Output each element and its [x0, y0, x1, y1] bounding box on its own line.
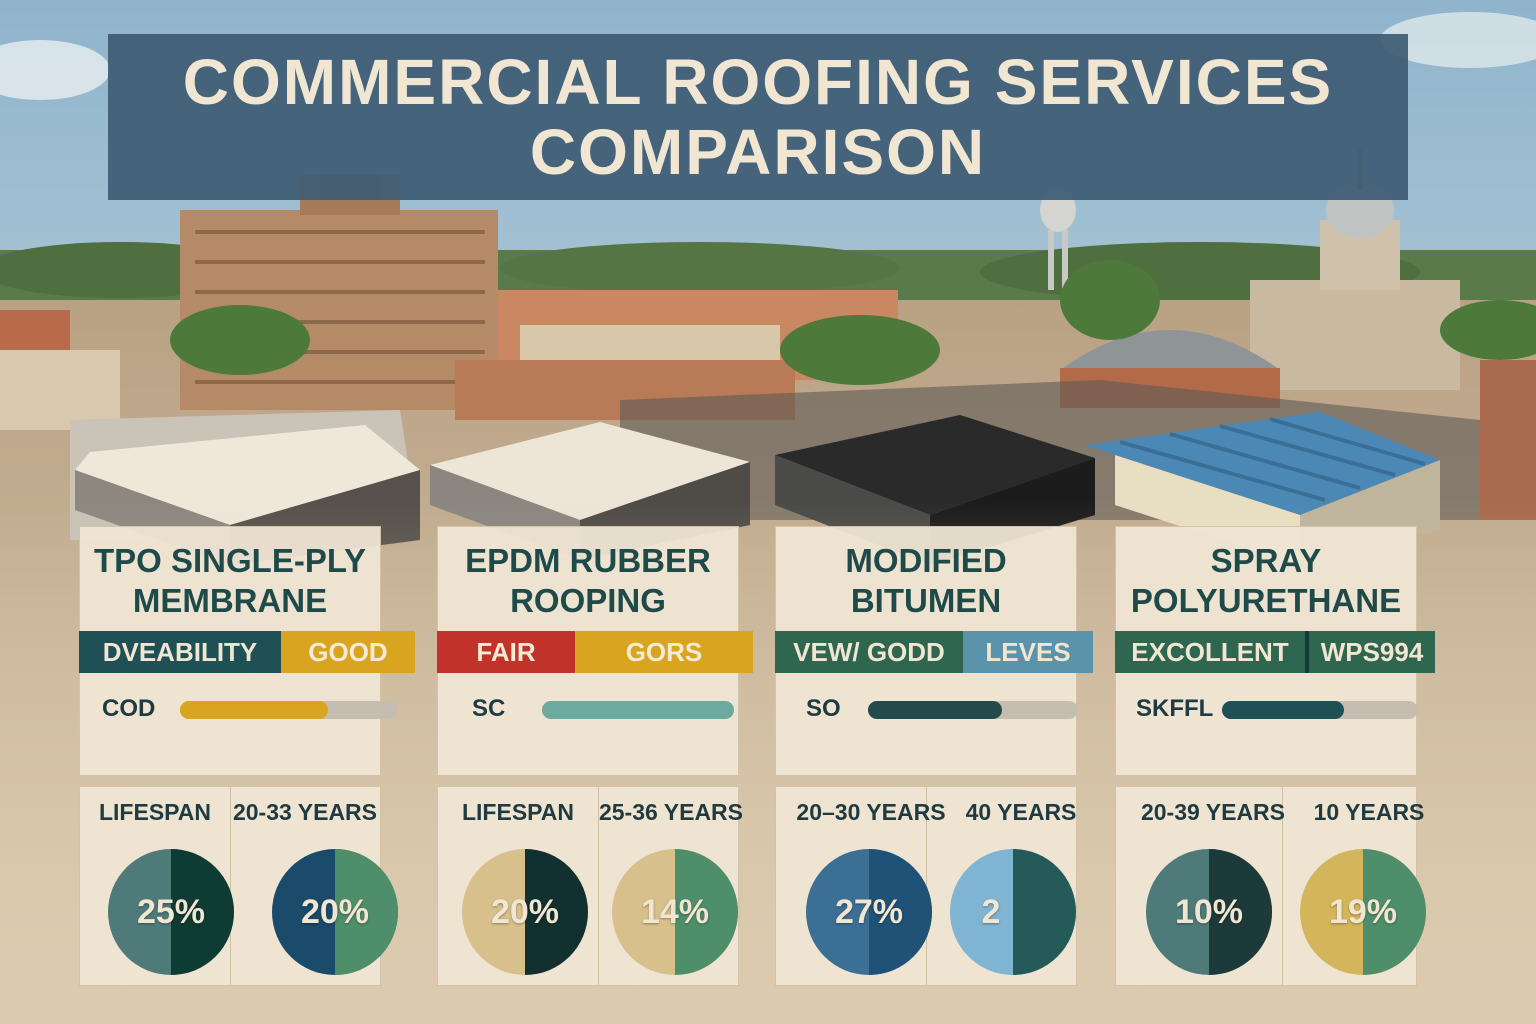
stats-divider	[926, 787, 927, 985]
pie-chart-right	[272, 849, 398, 975]
pie-value-right: 19%	[1328, 892, 1398, 931]
pie-chart-right	[950, 849, 1076, 975]
card-title-line-1: EPDM RUBBER	[465, 542, 711, 579]
pie-slice-b	[1363, 849, 1426, 975]
card-title: MODIFIED BITUMEN	[776, 541, 1076, 621]
pie-slice-b	[869, 849, 932, 975]
stat-label-lifespan: LIFESPAN	[461, 799, 575, 825]
stats-divider	[598, 787, 599, 985]
meter-fill	[542, 701, 734, 719]
pie-value-right: 2	[981, 892, 1001, 931]
card-title: EPDM RUBBER ROOPING	[438, 541, 738, 621]
stat-label-lifespan: LIFESPAN	[98, 799, 212, 825]
stats-tpo: LIFESPAN 20-33 YEARS 25% 20%	[79, 786, 398, 986]
card-title-line-1: MODIFIED	[845, 542, 1007, 579]
stat-label-years-right: 40 YEARS	[965, 799, 1077, 825]
pie-chart-left	[462, 849, 588, 975]
rating-segment-gors: GORS	[575, 631, 753, 673]
pie-chart-left	[108, 849, 234, 975]
pie-value-right: 20%	[300, 892, 370, 931]
card-title-line-2: ROOPING	[510, 582, 666, 619]
rating-segment-code: WPS994	[1309, 631, 1435, 673]
stats-divider	[230, 787, 231, 985]
stats-epdm: LIFESPAN 25-36 YEARS 20% 14%	[437, 786, 743, 986]
card-title: TPO SINGLE-PLY MEMBRANE	[80, 541, 380, 621]
pie-slice-b	[525, 849, 588, 975]
meter-label: SC	[472, 695, 506, 722]
pie-slice-b	[1013, 849, 1076, 975]
card-spray-polyurethane: SPRAY POLYURETHANE EXCOLLENT WPS994 SKFF…	[1115, 526, 1435, 776]
card-title-line-2: POLYURETHANE	[1130, 582, 1402, 619]
stats-spray-polyurethane: 20-39 YEARS 10 YEARS 10% 19%	[1115, 786, 1426, 986]
stat-label-years-right: 10 YEARS	[1313, 799, 1425, 825]
pie-value-right: 14%	[640, 892, 710, 931]
pie-slice-b	[675, 849, 738, 975]
stats-modified-bitumen: 20–30 YEARS 40 YEARS 27% 2	[775, 786, 1077, 986]
card-epdm: EPDM RUBBER ROOPING FAIR GORS SC	[437, 526, 753, 776]
rating-segment-leves: LEVES	[963, 631, 1093, 673]
rating-segment-good: GOOD	[281, 631, 415, 673]
card-tpo: TPO SINGLE-PLY MEMBRANE DVEABILITY GOOD …	[79, 526, 415, 776]
meter-fill	[868, 701, 1003, 719]
card-modified-bitumen: MODIFIED BITUMEN VEW/ GODD LEVES SO	[775, 526, 1093, 776]
rating-bar: VEW/ GODD LEVES	[775, 631, 1093, 673]
stat-label-years-left: 20-39 YEARS	[1140, 799, 1286, 825]
pie-chart-left	[1146, 849, 1272, 975]
rating-segment-very-good: VEW/ GODD	[775, 631, 963, 673]
page-title-line-2: COMPARISON	[529, 116, 987, 188]
rating-segment-durability: DVEABILITY	[79, 631, 281, 673]
card-title-line-1: SPRAY	[1210, 542, 1322, 579]
pie-value-left: 25%	[136, 892, 206, 931]
meter-label: COD	[102, 695, 156, 722]
rating-bar: DVEABILITY GOOD	[79, 631, 415, 673]
pie-slice-b	[335, 849, 398, 975]
pie-chart-left	[806, 849, 932, 975]
card-title-line-2: BITUMEN	[850, 582, 1002, 619]
meter-track	[1222, 701, 1418, 719]
stat-label-years: 25-36 YEARS	[598, 799, 744, 825]
rating-bar: FAIR GORS	[437, 631, 753, 673]
pie-value-left: 10%	[1174, 892, 1244, 931]
rating-segment-fair: FAIR	[437, 631, 575, 673]
title-banner: COMMERCIAL ROOFING SERVICES COMPARISON	[108, 34, 1408, 200]
rating-separator	[1305, 631, 1309, 673]
rating-bar: EXCOLLENT WPS994	[1115, 631, 1435, 673]
meter-track	[868, 701, 1078, 719]
pie-chart-right	[1300, 849, 1426, 975]
pie-chart-right	[612, 849, 738, 975]
rating-segment-excellent: EXCOLLENT	[1115, 631, 1305, 673]
meter-label: SO	[806, 695, 841, 722]
stat-label-years-left: 20–30 YEARS	[796, 799, 946, 825]
pie-value-left: 27%	[834, 892, 904, 931]
meter-track	[180, 701, 398, 719]
stat-label-years: 20-33 YEARS	[232, 799, 378, 825]
meter-label: SKFFL	[1136, 695, 1214, 722]
pie-value-left: 20%	[490, 892, 560, 931]
card-title-line-2: MEMBRANE	[132, 582, 328, 619]
page-title-line-1: COMMERCIAL ROOFING SERVICES	[182, 46, 1334, 118]
card-title: SPRAY POLYURETHANE	[1116, 541, 1416, 621]
pie-slice-b	[171, 849, 234, 975]
meter-track	[542, 701, 734, 719]
card-title-line-1: TPO SINGLE-PLY	[94, 542, 366, 579]
meter-fill	[1222, 701, 1344, 719]
meter-fill	[180, 701, 329, 719]
pie-slice-b	[1209, 849, 1272, 975]
stats-divider	[1282, 787, 1283, 985]
